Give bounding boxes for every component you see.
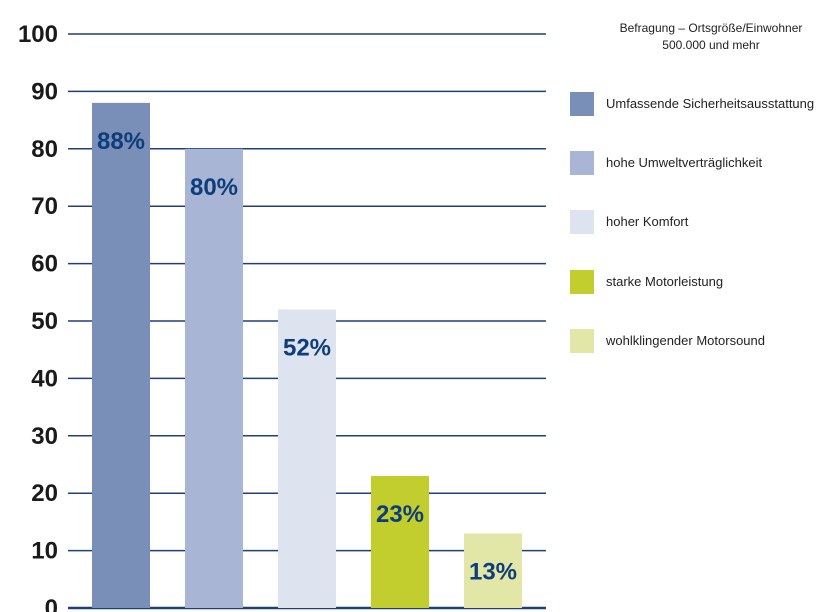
legend-swatch	[570, 329, 594, 353]
bar-data-label: 88%	[97, 128, 145, 155]
bar-data-label: 80%	[190, 174, 238, 201]
legend-label: wohlklingender Motorsound	[606, 333, 765, 348]
y-tick-label: 90	[31, 78, 58, 105]
bar	[92, 102, 150, 608]
y-tick-label: 50	[31, 308, 58, 335]
y-tick-label: 40	[31, 365, 58, 392]
bar	[185, 148, 243, 609]
y-tick-label: 80	[31, 136, 58, 163]
bar-data-label: 13%	[469, 558, 517, 585]
legend-swatch	[570, 270, 594, 294]
y-tick-label: 20	[31, 480, 58, 507]
y-tick-label: 60	[31, 251, 58, 278]
bars	[92, 102, 522, 609]
legend-label: Umfassende Sicherheitsausstattung	[606, 96, 815, 111]
legend-label: hoher Komfort	[606, 214, 689, 229]
bar	[371, 475, 429, 608]
y-axis-tick-labels: 0 10 20 30 40 50 60 70 80 90 100	[18, 21, 58, 612]
bar	[278, 309, 336, 608]
survey-subtitle-line-1: Befragung – Ortsgröße/Einwohner	[619, 21, 803, 35]
y-tick-label: 100	[18, 21, 58, 48]
y-tick-label: 0	[45, 595, 58, 612]
legend-label: starke Motorleistung	[606, 274, 724, 289]
y-tick-label: 10	[31, 538, 58, 565]
bar-data-label: 52%	[283, 335, 331, 362]
y-tick-label: 70	[31, 193, 58, 220]
data-labels: 88% 80% 52% 23% 13%	[97, 128, 517, 586]
legend-label: hohe Umweltverträglichkeit	[606, 155, 763, 170]
y-tick-label: 30	[31, 423, 58, 450]
legend-swatch	[570, 210, 594, 234]
legend-swatch	[570, 92, 594, 116]
survey-subtitle: Befragung – Ortsgröße/Einwohner 500.000 …	[600, 20, 822, 54]
survey-subtitle-line-2: 500.000 und mehr	[662, 38, 760, 52]
bar	[464, 533, 522, 608]
bar-data-label: 23%	[376, 501, 424, 528]
legend-swatch	[570, 151, 594, 175]
